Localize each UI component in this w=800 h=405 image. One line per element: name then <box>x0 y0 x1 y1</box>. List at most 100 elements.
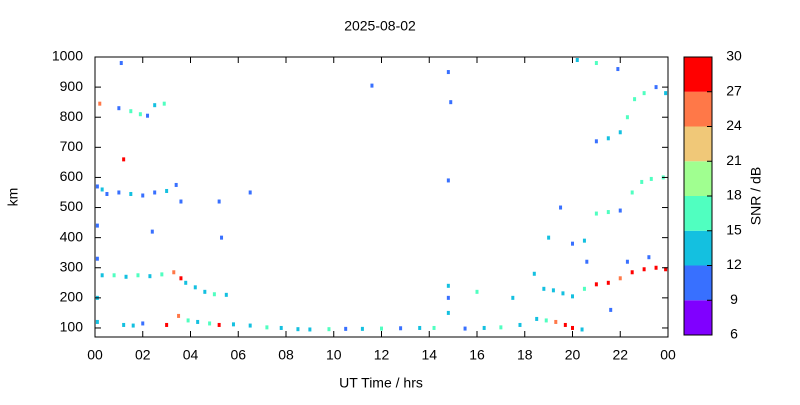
data-point <box>124 274 128 279</box>
y-tick-label: 400 <box>60 228 84 244</box>
data-point <box>446 70 450 75</box>
colorbar-segment <box>684 57 712 92</box>
data-point <box>165 322 169 327</box>
colorbar-tick-label: 27 <box>726 82 742 98</box>
data-point <box>446 178 450 183</box>
data-point <box>105 191 109 196</box>
data-point <box>129 109 133 114</box>
data-point <box>153 190 157 195</box>
data-point <box>141 193 145 198</box>
data-point <box>370 83 374 88</box>
data-point <box>554 319 558 324</box>
colorbar-tick-label: 6 <box>730 326 738 342</box>
data-point <box>559 205 563 210</box>
data-point <box>248 190 252 195</box>
data-point <box>327 327 331 332</box>
data-point <box>129 191 133 196</box>
data-point <box>100 187 104 192</box>
data-point <box>551 288 555 293</box>
data-point <box>231 322 235 327</box>
data-point <box>360 326 364 331</box>
y-tick-label: 200 <box>60 289 84 305</box>
data-point <box>449 100 453 105</box>
y-tick-label: 1000 <box>52 48 83 64</box>
data-point <box>446 283 450 288</box>
colorbar-segment <box>684 91 712 127</box>
data-point <box>100 273 104 278</box>
colorbar-segment <box>684 265 712 301</box>
data-point <box>582 238 586 243</box>
data-point <box>265 325 269 330</box>
data-point <box>609 307 613 312</box>
data-point <box>547 235 551 240</box>
data-point <box>582 286 586 291</box>
data-point <box>654 85 658 90</box>
data-point <box>138 112 142 117</box>
x-tick-label: 02 <box>135 347 151 363</box>
data-point <box>594 139 598 144</box>
data-point <box>642 267 646 272</box>
data-point <box>630 190 634 195</box>
data-point <box>308 327 312 332</box>
data-point <box>141 321 145 326</box>
data-point <box>160 272 164 277</box>
data-point <box>220 235 224 240</box>
data-point <box>630 270 634 275</box>
data-point <box>131 323 135 328</box>
data-point <box>184 280 188 285</box>
data-point <box>119 61 123 66</box>
x-tick-label: 00 <box>660 347 676 363</box>
colorbar-tick-label: 18 <box>726 187 742 203</box>
data-point <box>146 113 150 118</box>
data-point <box>585 259 589 264</box>
x-tick-label: 22 <box>612 347 628 363</box>
x-tick-label: 00 <box>87 347 103 363</box>
data-point <box>571 294 574 299</box>
data-point <box>95 223 99 228</box>
data-point <box>95 319 99 324</box>
data-point <box>616 67 620 72</box>
data-point <box>664 267 668 272</box>
data-point <box>95 256 99 261</box>
data-point <box>399 326 403 331</box>
data-point <box>594 211 598 216</box>
data-point <box>625 115 629 120</box>
data-point <box>640 179 644 184</box>
colorbar-tick-label: 12 <box>726 256 742 272</box>
colorbar-tick-label: 24 <box>726 117 742 133</box>
data-point <box>633 97 637 102</box>
x-tick-label: 16 <box>469 347 485 363</box>
data-point <box>594 282 598 287</box>
data-point <box>196 319 200 324</box>
x-tick-label: 10 <box>326 347 342 363</box>
data-point <box>165 188 169 193</box>
data-point <box>179 276 183 281</box>
data-point <box>606 136 610 141</box>
data-point <box>642 91 646 96</box>
data-point <box>499 325 503 330</box>
data-point <box>193 285 197 290</box>
data-point <box>212 292 216 297</box>
x-tick-label: 08 <box>278 347 294 363</box>
data-point <box>296 327 300 332</box>
data-point <box>117 106 121 111</box>
x-tick-label: 04 <box>183 347 199 363</box>
plot-frame <box>94 56 669 338</box>
x-axis-label: UT Time / hrs <box>339 375 423 391</box>
y-tick-label: 600 <box>60 168 84 184</box>
data-point <box>475 289 479 294</box>
data-point <box>98 101 102 106</box>
y-tick-label: 500 <box>60 198 84 214</box>
colorbar-tick-label: 30 <box>726 48 742 64</box>
data-point <box>279 325 283 330</box>
data-point <box>172 270 176 275</box>
y-tick-label: 700 <box>60 138 84 154</box>
data-point <box>518 322 522 327</box>
data-point <box>112 273 116 278</box>
data-point <box>179 199 183 204</box>
data-point <box>186 318 190 323</box>
y-tick-label: 300 <box>60 258 84 274</box>
data-point <box>95 184 99 189</box>
data-point <box>542 286 546 291</box>
